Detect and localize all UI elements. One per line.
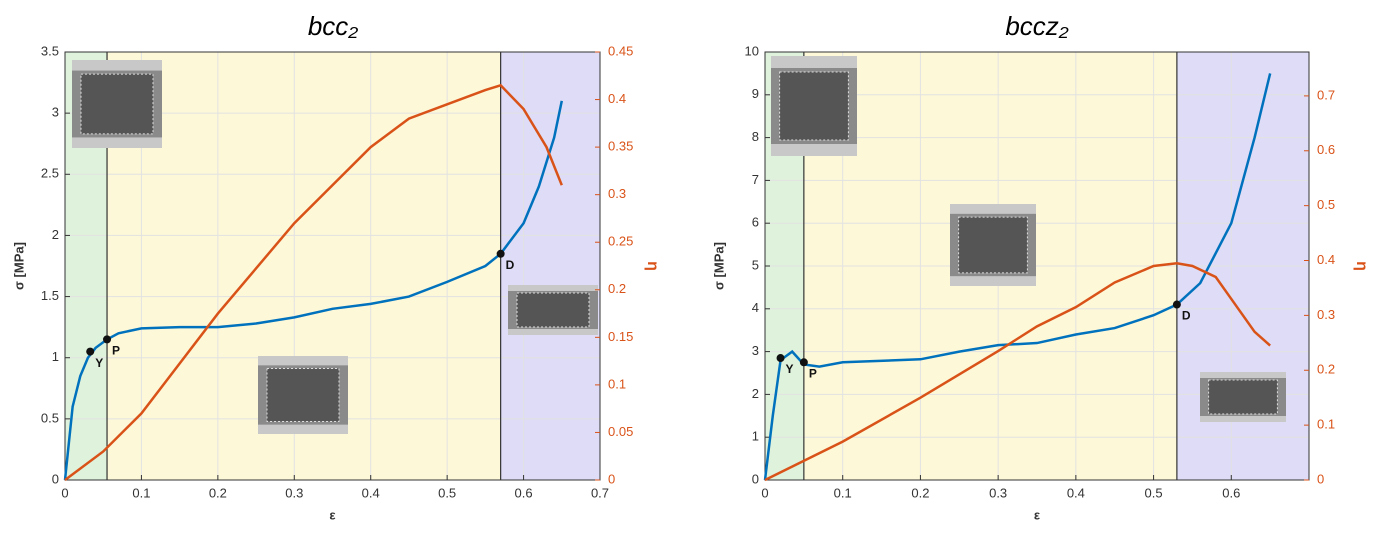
y-tick-label: 0 <box>52 471 59 486</box>
specimen-plate <box>1200 416 1286 422</box>
x-tick-label: 0 <box>761 485 768 500</box>
x-tick-label: 0.5 <box>1145 485 1163 500</box>
specimen-plate <box>508 329 598 335</box>
x-tick-label: 0 <box>61 485 68 500</box>
y-tick-label: 8 <box>752 129 759 144</box>
y-tick-label: 5 <box>752 257 759 272</box>
y-axis-label: σ [MPa] <box>11 242 26 290</box>
region <box>501 52 600 480</box>
y-tick-label: 2 <box>52 227 59 242</box>
specimen-plate <box>508 285 598 291</box>
x-tick-label: 0.2 <box>911 485 929 500</box>
specimen-plate <box>771 56 857 68</box>
key-point <box>800 358 808 366</box>
specimen-lattice <box>267 368 339 421</box>
y2-tick-label: 0.6 <box>1317 142 1335 157</box>
key-point-label: Y <box>786 362 794 376</box>
x-tick-label: 0.6 <box>1222 485 1240 500</box>
specimen-plate <box>950 276 1036 286</box>
specimen-plate <box>258 356 348 365</box>
y-tick-label: 1.5 <box>41 288 59 303</box>
y2-axis-label: η <box>644 261 661 271</box>
y-tick-label: 7 <box>752 172 759 187</box>
x-tick-label: 0.2 <box>209 485 227 500</box>
y-tick-label: 9 <box>752 86 759 101</box>
specimen-plate <box>72 60 162 71</box>
specimen-plate <box>72 137 162 148</box>
y-axis-label: σ [MPa] <box>711 242 726 290</box>
key-point-label: Y <box>95 356 103 370</box>
y2-tick-label: 0.3 <box>1317 307 1335 322</box>
y-tick-label: 6 <box>752 215 759 230</box>
y-tick-label: 1 <box>52 349 59 364</box>
y2-tick-label: 0 <box>608 471 615 486</box>
key-point <box>1173 301 1181 309</box>
y2-tick-label: 0 <box>1317 471 1324 486</box>
y2-tick-label: 0.45 <box>608 43 633 58</box>
specimen-lattice <box>780 72 849 140</box>
key-point <box>103 335 111 343</box>
x-tick-label: 0.4 <box>1067 485 1085 500</box>
key-point-label: P <box>112 344 120 358</box>
x-tick-label: 0.6 <box>515 485 533 500</box>
x-tick-label: 0.3 <box>285 485 303 500</box>
specimen-lattice <box>81 74 153 134</box>
y-tick-label: 2 <box>752 386 759 401</box>
y2-tick-label: 0.1 <box>1317 417 1335 432</box>
x-tick-label: 0.1 <box>132 485 150 500</box>
y2-tick-label: 0.3 <box>608 186 626 201</box>
y-tick-label: 3 <box>752 343 759 358</box>
x-tick-label: 0.5 <box>438 485 456 500</box>
chart-title: bccz₂ <box>1005 11 1068 41</box>
y-tick-label: 0.5 <box>41 410 59 425</box>
specimen-lattice <box>517 293 589 327</box>
y2-tick-label: 0.2 <box>608 281 626 296</box>
y2-axis-label: η <box>1353 261 1370 271</box>
specimen-lattice <box>1209 380 1278 414</box>
x-tick-label: 0.1 <box>834 485 852 500</box>
specimen-plate <box>258 425 348 434</box>
y2-tick-label: 0.7 <box>1317 87 1335 102</box>
figure: bcc₂ bccz₂ 00.10.20.30.40.50.60.700.511.… <box>0 0 1384 534</box>
y2-tick-label: 0.2 <box>1317 362 1335 377</box>
specimen-plate <box>950 204 1036 214</box>
y-tick-label: 0 <box>752 471 759 486</box>
y-tick-label: 3.5 <box>41 43 59 58</box>
y2-tick-label: 0.5 <box>1317 197 1335 212</box>
x-axis-label: ε <box>1034 507 1040 522</box>
y2-tick-label: 0.4 <box>608 91 626 106</box>
x-tick-label: 0.3 <box>989 485 1007 500</box>
y-tick-label: 4 <box>752 300 759 315</box>
key-point-label: P <box>809 366 817 380</box>
y-tick-label: 3 <box>52 105 59 120</box>
y2-tick-label: 0.1 <box>608 376 626 391</box>
chart-title: bcc₂ <box>308 11 358 41</box>
key-point <box>497 250 505 258</box>
y2-tick-label: 0.15 <box>608 329 633 344</box>
y2-tick-label: 0.4 <box>1317 252 1335 267</box>
x-tick-label: 0.4 <box>362 485 380 500</box>
y-tick-label: 1 <box>752 429 759 444</box>
key-point <box>86 348 94 356</box>
y2-tick-label: 0.05 <box>608 424 633 439</box>
key-point <box>777 354 785 362</box>
specimen-lattice <box>959 217 1028 273</box>
y2-tick-label: 0.25 <box>608 234 633 249</box>
specimen-plate <box>771 144 857 156</box>
key-point-label: D <box>506 258 515 272</box>
y-tick-label: 10 <box>745 43 759 58</box>
y-tick-label: 2.5 <box>41 166 59 181</box>
y2-tick-label: 0.35 <box>608 139 633 154</box>
x-axis-label: ε <box>329 507 335 522</box>
key-point-label: D <box>1182 309 1191 323</box>
specimen-plate <box>1200 372 1286 378</box>
x-tick-label: 0.7 <box>591 485 609 500</box>
